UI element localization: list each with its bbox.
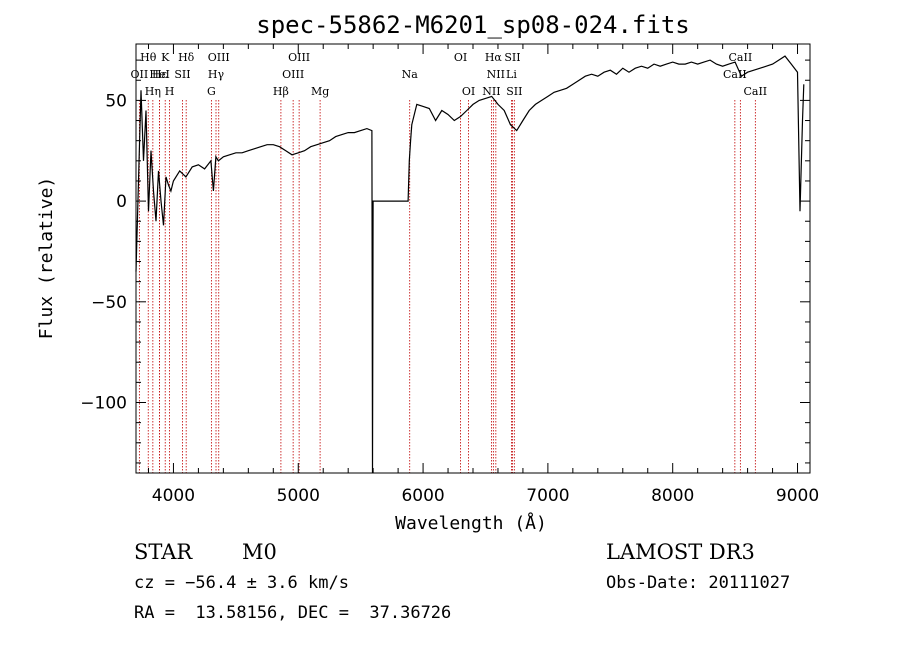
line-label-19: Hα — [485, 51, 503, 64]
spectral-line-markers — [138, 100, 756, 473]
line-label-27: CaII — [743, 85, 767, 98]
plot-frame — [135, 43, 811, 474]
x-axis: 4000 5000 6000 7000 8000 9000 — [147, 44, 819, 506]
y-axis: −100 −50 0 50 — [80, 59, 810, 464]
line-label-7: Hδ — [178, 51, 195, 64]
y-tick-label-1: −50 — [91, 293, 127, 313]
x-tick-label-5: 9000 — [776, 486, 819, 506]
y-tick-label-2: 0 — [116, 192, 127, 212]
line-label-15: Mg — [311, 85, 329, 98]
line-label-0: Hθ — [140, 51, 157, 64]
observation-date: Obs-Date: 20111027 — [606, 573, 791, 593]
line-label-1: OII — [131, 68, 149, 81]
y-tick-label-0: −100 — [80, 394, 127, 414]
line-label-20: SII — [504, 51, 520, 64]
x-axis-label: Wavelength (Å) — [395, 512, 547, 534]
x-tick-label-0: 4000 — [152, 486, 195, 506]
line-label-10: Hγ — [208, 68, 225, 81]
line-label-5: H — [165, 85, 175, 98]
line-label-17: OI — [454, 51, 467, 64]
line-label-23: NII — [482, 85, 500, 98]
line-label-13: OIII — [288, 51, 310, 64]
chart-title: spec-55862-M6201_sp08-024.fits — [256, 11, 689, 39]
line-label-21: NII — [487, 68, 505, 81]
y-axis-label: Flux (relative) — [36, 177, 57, 340]
line-label-3: Hε — [152, 68, 168, 81]
line-label-2: K — [161, 51, 170, 64]
line-label-8: SII — [174, 68, 190, 81]
redshift-cz: cz = −56.4 ± 3.6 km/s — [134, 573, 349, 593]
y-tick-label-3: 50 — [105, 91, 127, 111]
x-tick-label-1: 5000 — [277, 486, 320, 506]
coordinates: RA = 13.58156, DEC = 37.36726 — [134, 603, 452, 623]
line-label-25: CaII — [729, 51, 753, 64]
survey-name: LAMOST DR3 — [606, 540, 755, 564]
line-label-11: G — [207, 85, 216, 98]
x-tick-label-2: 6000 — [401, 486, 444, 506]
line-label-4: Hη — [145, 85, 161, 98]
line-label-14: OIII — [282, 68, 304, 81]
line-label-9: OIII — [208, 51, 230, 64]
line-label-26: CaII — [723, 68, 747, 81]
line-label-12: Hβ — [273, 85, 289, 98]
line-label-16: Na — [402, 68, 419, 81]
object-subclass: M0 — [242, 540, 277, 564]
line-label-6: HeI — [149, 68, 169, 81]
spectrum-line — [135, 55, 805, 474]
x-tick-label-4: 8000 — [651, 486, 694, 506]
x-tick-label-3: 7000 — [526, 486, 569, 506]
spectral-line-labels: Hθ OII K Hε Hη H HeI Hδ SII OIII Hγ G Hβ OIII OIII Mg Na… — [131, 51, 768, 98]
line-label-22: Li — [506, 68, 517, 81]
line-label-18: OI — [462, 85, 475, 98]
object-class: STAR — [134, 540, 193, 564]
line-label-24: SII — [506, 85, 522, 98]
